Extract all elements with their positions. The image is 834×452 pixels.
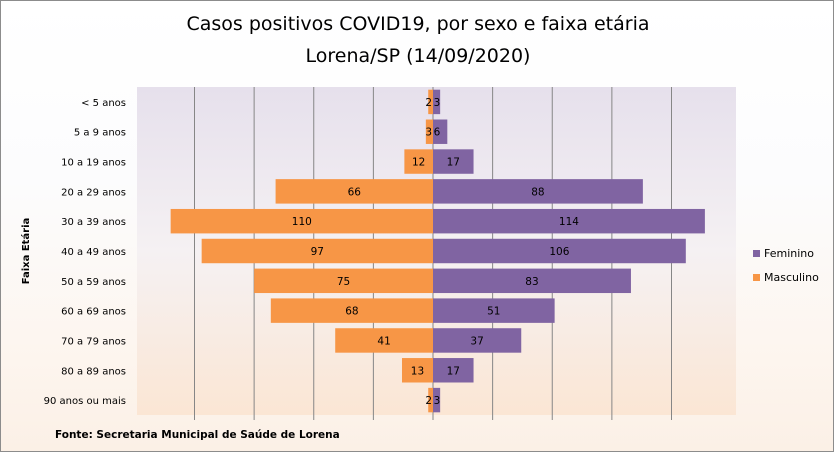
data-label-masculino: 66: [348, 186, 362, 198]
bar-feminino: [433, 179, 643, 204]
bar-masculino: [275, 179, 433, 204]
data-label-masculino: 13: [411, 365, 424, 377]
legend-swatch-masculino: [753, 273, 760, 281]
bar-masculino: [401, 358, 433, 383]
bar-feminino: [433, 208, 705, 234]
data-label-feminino: 6: [434, 127, 441, 139]
data-label-feminino: 3: [434, 395, 441, 407]
bar-feminino: [433, 387, 441, 413]
data-label-masculino: 41: [377, 335, 390, 347]
bar-masculino: [428, 387, 433, 413]
category-tick-label: 5 a 9 anos: [74, 128, 126, 139]
chart-subtitle: Lorena/SP (14/09/2020): [305, 45, 531, 67]
legend-label-feminino: Feminino: [764, 246, 814, 260]
bar-feminino: [433, 238, 686, 264]
bar-masculino: [428, 89, 433, 115]
category-tick-label: 70 a 79 anos: [61, 336, 126, 347]
category-tick-label: < 5 anos: [81, 98, 126, 109]
category-tick-label: 10 a 19 anos: [61, 158, 126, 169]
legend-item-feminino: Feminino: [753, 241, 819, 265]
bar-feminino: [433, 358, 474, 383]
legend-swatch-feminino: [753, 249, 760, 257]
data-label-feminino: 88: [531, 186, 544, 198]
bar-masculino: [335, 328, 433, 353]
data-label-feminino: 51: [487, 306, 500, 318]
bar-masculino: [201, 238, 433, 264]
category-tick-label: 80 a 89 anos: [61, 366, 126, 377]
legend-item-masculino: Masculino: [753, 265, 819, 289]
data-label-feminino: 114: [559, 216, 579, 228]
data-label-feminino: 106: [549, 246, 569, 258]
data-label-masculino: 75: [337, 276, 350, 288]
data-label-feminino: 17: [447, 365, 460, 377]
bar-masculino: [254, 268, 433, 294]
data-label-masculino: 68: [345, 306, 358, 318]
bar-feminino: [433, 119, 448, 144]
bars: [170, 89, 705, 413]
data-label-feminino: 3: [434, 97, 441, 109]
data-label-masculino: 97: [311, 246, 324, 258]
data-label-masculino: 2: [425, 395, 432, 407]
bar-feminino: [433, 149, 474, 174]
source-note: Fonte: Secretaria Municipal de Saúde de …: [55, 429, 340, 441]
bar-masculino: [170, 208, 433, 234]
bar-feminino: [433, 328, 522, 353]
bar-masculino: [270, 298, 433, 323]
category-tick-label: 20 a 29 anos: [61, 187, 126, 198]
bar-masculino: [404, 149, 433, 174]
data-label-masculino: 2: [425, 97, 432, 109]
category-tick-label: 60 a 69 anos: [61, 307, 126, 318]
bar-feminino: [433, 268, 631, 294]
data-label-feminino: 17: [447, 157, 460, 169]
data-label-feminino: 83: [525, 276, 538, 288]
data-label-masculino: 3: [425, 127, 432, 139]
data-label-masculino: 110: [292, 216, 312, 228]
category-tick-labels: < 5 anos 5 a 9 anos 10 a 19 anos 20 a 29 an…: [44, 98, 126, 407]
legend-label-masculino: Masculino: [764, 270, 819, 284]
bar-feminino: [433, 89, 441, 115]
data-label-feminino: 37: [470, 335, 483, 347]
category-tick-label: 50 a 59 anos: [61, 277, 126, 288]
category-tick-label: 40 a 49 anos: [61, 247, 126, 258]
category-tick-label: 30 a 39 anos: [61, 217, 126, 228]
legend: Feminino Masculino: [753, 241, 819, 289]
bar-feminino: [433, 298, 555, 323]
data-labels: 3617881141068351371732312661109775684113…: [292, 97, 579, 407]
bar-masculino: [425, 119, 433, 144]
chart-title: Casos positivos COVID19, por sexo e faix…: [186, 13, 650, 35]
data-label-masculino: 12: [412, 157, 425, 169]
y-axis-label: Faixa Etária: [20, 218, 32, 285]
category-tick-label: 90 anos ou mais: [44, 396, 126, 407]
